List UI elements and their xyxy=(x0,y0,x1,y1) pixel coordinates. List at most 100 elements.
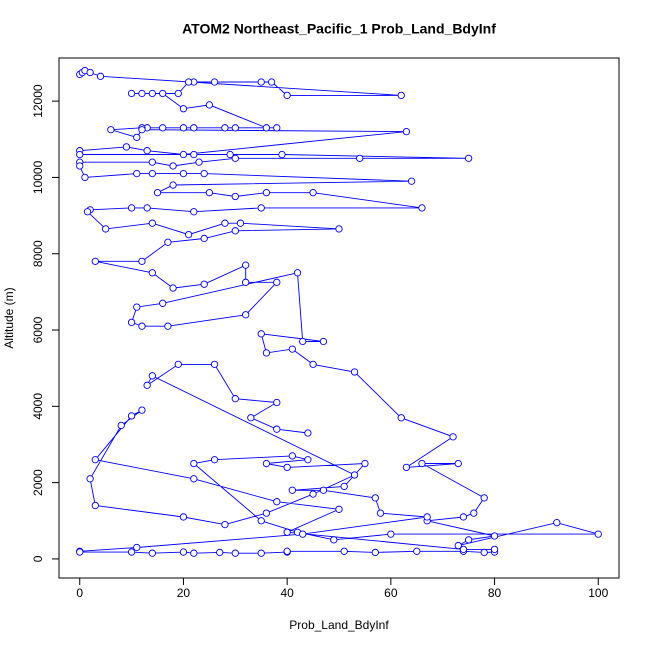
data-point xyxy=(179,548,188,556)
data-point xyxy=(205,189,214,197)
data-point xyxy=(330,536,338,544)
data-point xyxy=(257,78,265,86)
y-tick-label: 8000 xyxy=(31,240,45,267)
data-point xyxy=(273,425,281,433)
data-point xyxy=(169,181,177,189)
data-point xyxy=(231,124,239,132)
y-axis-label: Altitude (m) xyxy=(2,287,16,348)
data-point xyxy=(148,219,156,227)
data-point xyxy=(148,372,156,380)
data-point xyxy=(340,547,348,555)
data-point xyxy=(231,154,239,162)
data-point xyxy=(594,530,602,538)
data-point xyxy=(190,459,198,468)
data-point xyxy=(553,519,561,527)
x-tick-label: 100 xyxy=(588,586,608,600)
data-point xyxy=(133,133,141,142)
data-point xyxy=(117,421,125,430)
data-point xyxy=(133,169,141,178)
data-point xyxy=(200,280,208,288)
data-point xyxy=(418,459,426,468)
data-point xyxy=(236,219,245,227)
data-point xyxy=(350,471,359,479)
data-point xyxy=(257,517,265,525)
data-point xyxy=(143,381,151,389)
data-point xyxy=(221,520,229,529)
data-point xyxy=(262,124,271,132)
data-point xyxy=(304,456,312,464)
data-point xyxy=(179,124,188,132)
chart-title: ATOM2 Northeast_Pacific_1 Prob_Land_BdyI… xyxy=(182,21,496,37)
data-point xyxy=(242,261,250,269)
data-point xyxy=(273,278,281,286)
data-point xyxy=(195,158,203,166)
data-point xyxy=(413,547,421,555)
data-point xyxy=(278,150,286,159)
data-point xyxy=(304,429,312,437)
data-point xyxy=(127,318,136,327)
data-point xyxy=(200,234,208,243)
data-point xyxy=(221,219,229,227)
data-point xyxy=(454,459,462,468)
data-point xyxy=(138,126,146,134)
data-point xyxy=(335,225,343,233)
x-tick-label: 20 xyxy=(177,586,191,600)
x-tick-label: 60 xyxy=(384,586,398,600)
data-point xyxy=(242,311,250,319)
data-point xyxy=(293,269,302,277)
data-point xyxy=(464,536,473,544)
data-point xyxy=(216,548,224,557)
data-point xyxy=(138,322,146,330)
data-point xyxy=(200,169,208,178)
data-point xyxy=(76,548,84,556)
data-point xyxy=(138,89,146,98)
data-point xyxy=(153,189,162,197)
data-point xyxy=(190,475,198,483)
data-point xyxy=(242,278,250,286)
data-point xyxy=(231,549,239,557)
data-point xyxy=(267,78,276,86)
data-point xyxy=(454,541,462,550)
x-tick-label: 80 xyxy=(488,586,502,600)
x-tick-label: 40 xyxy=(280,586,294,600)
data-point xyxy=(148,169,156,178)
data-point xyxy=(179,150,188,159)
data-point xyxy=(159,89,167,98)
data-point xyxy=(257,330,265,338)
data-point xyxy=(179,513,188,521)
data-point xyxy=(76,162,84,170)
data-point xyxy=(179,105,188,113)
data-point xyxy=(174,360,182,369)
x-axis-label: Prob_Land_BdyInf xyxy=(289,618,389,632)
data-point xyxy=(247,414,255,422)
data-point xyxy=(76,150,84,159)
data-point xyxy=(164,322,172,330)
data-point xyxy=(83,208,92,216)
data-point xyxy=(190,124,198,132)
data-point xyxy=(288,345,296,353)
data-point xyxy=(226,150,234,159)
data-point xyxy=(179,169,188,178)
data-point xyxy=(299,530,307,538)
data-point xyxy=(86,475,94,483)
y-tick-label: 4000 xyxy=(31,393,45,420)
data-point xyxy=(423,513,431,521)
data-point xyxy=(459,513,468,521)
data-point xyxy=(122,143,131,151)
data-point xyxy=(262,189,271,197)
data-point xyxy=(464,154,473,162)
data-point xyxy=(159,299,167,307)
data-point xyxy=(283,547,291,555)
data-point xyxy=(273,124,281,132)
y-tick-label: 0 xyxy=(31,555,45,562)
data-point xyxy=(402,127,411,136)
data-point xyxy=(402,463,411,472)
data-point xyxy=(138,406,146,414)
data-point xyxy=(86,68,94,77)
data-line xyxy=(79,70,599,554)
data-point xyxy=(490,545,499,554)
data-point xyxy=(273,398,281,407)
data-point xyxy=(309,490,317,498)
data-point xyxy=(418,204,426,212)
